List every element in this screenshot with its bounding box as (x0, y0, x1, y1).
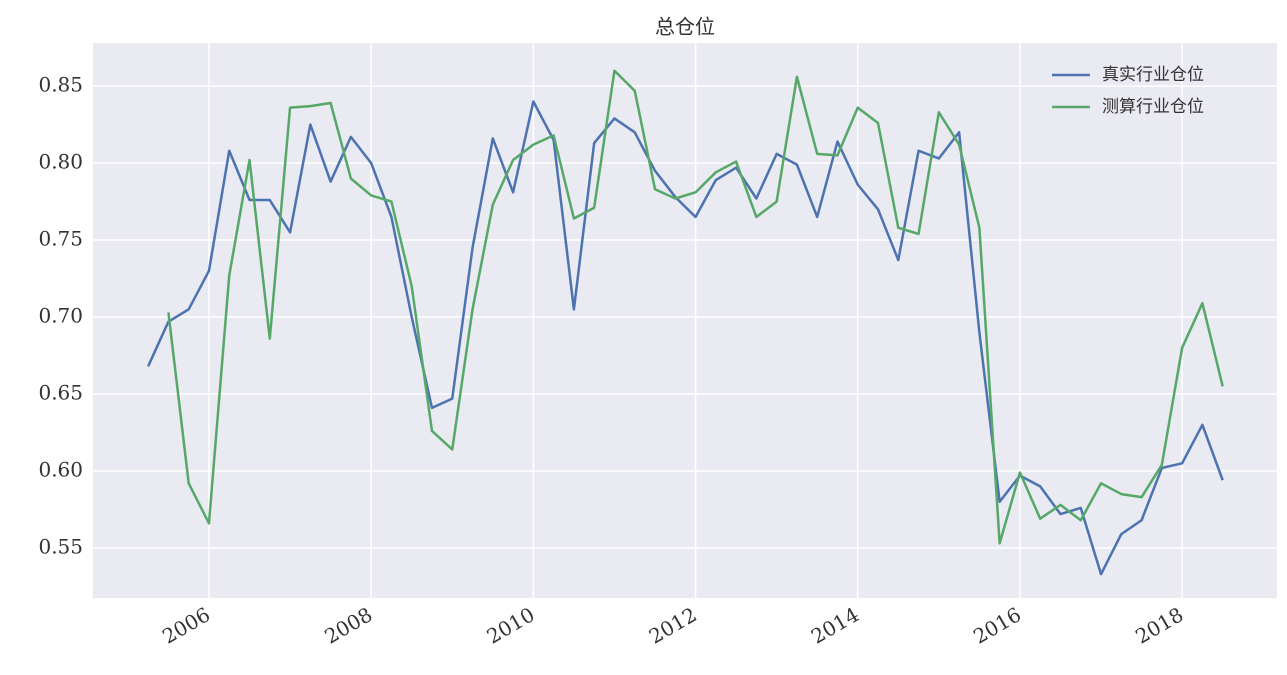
x-tick-label: 2010 (483, 602, 539, 648)
y-tick-label: 0.60 (38, 457, 83, 481)
chart-title: 总仓位 (655, 15, 715, 39)
y-tick-label: 0.55 (38, 534, 83, 558)
plot-area (93, 43, 1277, 598)
y-tick-label: 0.75 (38, 227, 83, 251)
x-tick-label: 2014 (807, 602, 863, 648)
x-tick-label: 2006 (158, 602, 214, 648)
data-line (167, 69, 1224, 545)
y-tick-label: 0.70 (38, 304, 83, 328)
y-tick-label: 0.85 (38, 73, 83, 97)
legend-label: 真实行业仓位 (1102, 65, 1204, 85)
x-tick-label: 2012 (645, 602, 701, 648)
x-tick-label: 2016 (969, 602, 1025, 648)
x-tick-label: 2018 (1131, 602, 1187, 648)
x-tick-label: 2008 (320, 602, 376, 648)
data-line (147, 100, 1224, 576)
legend-label: 测算行业仓位 (1102, 97, 1204, 117)
y-tick-label: 0.80 (38, 150, 83, 174)
y-tick-label: 0.65 (38, 381, 83, 405)
